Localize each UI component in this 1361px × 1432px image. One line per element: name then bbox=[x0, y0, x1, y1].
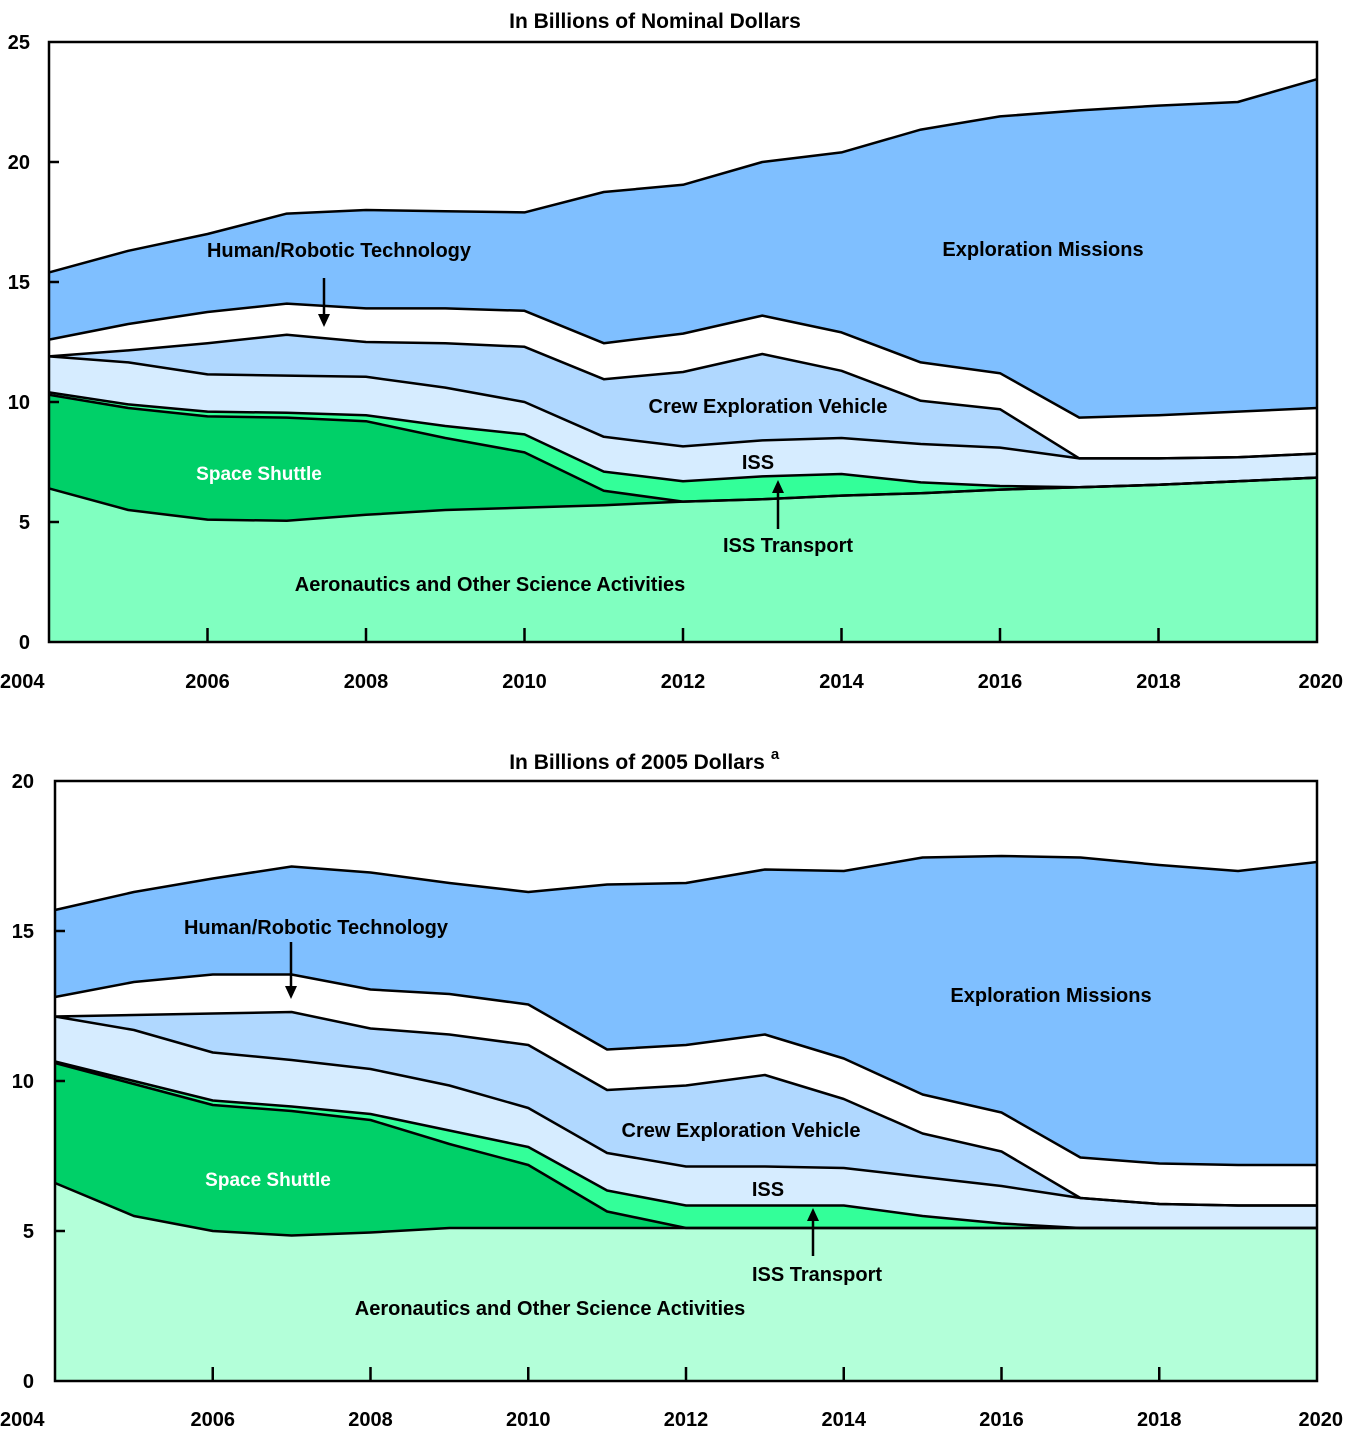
nominal-x-tick-label: 2016 bbox=[978, 671, 1023, 693]
nominal-label-shuttle: Space Shuttle bbox=[196, 464, 322, 485]
real-label-exploration: Exploration Missions bbox=[950, 985, 1151, 1007]
nominal-area-crew-exploration-vehicle bbox=[49, 334, 1317, 459]
nominal-y-tick-label: 10 bbox=[8, 392, 30, 414]
nominal-label-iss-transport: ISS Transport bbox=[723, 535, 853, 557]
real-x-axis: 2004 2006 2008 2010 2012 2014 2016 2018 2020 bbox=[0, 1367, 1343, 1431]
real-y-axis: 0 5 10 15 20 bbox=[12, 771, 65, 1393]
nominal-label-aeronautics: Aeronautics and Other Science Activities bbox=[295, 574, 686, 596]
nominal-x-tick-label: 2008 bbox=[344, 671, 389, 693]
real-area-crew-exploration-vehicle bbox=[55, 1012, 1317, 1206]
nominal-area-iss bbox=[49, 356, 1317, 488]
real-label-iss-transport: ISS Transport bbox=[752, 1264, 882, 1286]
real-arrow-human-robotic bbox=[285, 942, 297, 999]
nominal-boundary-iss-transport bbox=[48, 391, 1318, 489]
real-label-cev: Crew Exploration Vehicle bbox=[622, 1120, 861, 1142]
real-boundary-exploration-missions bbox=[54, 854, 1318, 912]
real-x-tick-label: 2014 bbox=[822, 1409, 867, 1431]
nominal-y-tick-label: 0 bbox=[19, 632, 30, 654]
nominal-x-tick-label: 2012 bbox=[661, 671, 706, 693]
real-chart-title: In Billions of 2005 Dollars bbox=[509, 751, 765, 774]
real-label-human-robotic: Human/Robotic Technology bbox=[184, 917, 449, 939]
nominal-x-tick-label: 2010 bbox=[502, 671, 547, 693]
nominal-label-exploration: Exploration Missions bbox=[942, 239, 1143, 261]
nominal-area-exploration-missions bbox=[49, 79, 1317, 418]
nominal-y-axis: 0 5 10 15 20 25 bbox=[8, 32, 59, 654]
real-y-tick-label: 20 bbox=[12, 771, 34, 793]
real-area-human-robotic-technology bbox=[55, 974, 1317, 1206]
real-arrow-iss-transport bbox=[807, 1208, 819, 1256]
real-x-tick-label: 2016 bbox=[979, 1409, 1024, 1431]
nominal-y-tick-label: 5 bbox=[19, 512, 30, 534]
nominal-area-space-shuttle bbox=[49, 394, 1317, 521]
nominal-boundary-exploration-missions bbox=[48, 77, 1318, 274]
real-x-tick-label: 2006 bbox=[191, 1409, 236, 1431]
nominal-y-tick-label: 15 bbox=[8, 272, 30, 294]
real-boundary-crew-exploration-vehicle bbox=[54, 1010, 1317, 1207]
real-boundary-lines bbox=[54, 854, 1318, 1237]
nominal-x-tick-label: 2006 bbox=[185, 671, 230, 693]
nominal-label-iss: ISS bbox=[742, 452, 774, 474]
real-x-tick-label: 2008 bbox=[348, 1409, 393, 1431]
nominal-label-human-robotic: Human/Robotic Technology bbox=[207, 240, 472, 262]
nominal-x-axis: 2004 2006 2008 2010 2012 2014 2016 2018 2020 bbox=[0, 628, 1343, 693]
nominal-x-tick-label: 2018 bbox=[1136, 671, 1181, 693]
nominal-boundary-crew-exploration-vehicle bbox=[48, 333, 1318, 460]
real-x-tick-label: 2012 bbox=[664, 1409, 709, 1431]
nominal-area-iss-transport bbox=[49, 392, 1317, 502]
nominal-label-cev: Crew Exploration Vehicle bbox=[649, 396, 888, 418]
real-x-tick-label: 2020 bbox=[1299, 1409, 1344, 1431]
nominal-y-tick-label: 20 bbox=[8, 152, 30, 174]
nominal-arrow-human-robotic bbox=[318, 278, 330, 327]
real-label-iss: ISS bbox=[752, 1179, 784, 1201]
nominal-area-layers bbox=[49, 79, 1317, 642]
real-2005-dollars-chart: 0 5 10 15 20 2004 2006 2008 2010 2012 2014 2016 201… bbox=[0, 746, 1343, 1431]
nominal-x-tick-label: 2020 bbox=[1299, 671, 1344, 693]
real-x-tick-label: 2018 bbox=[1137, 1409, 1182, 1431]
real-boundary-human-robotic-technology bbox=[54, 973, 1317, 1167]
nominal-boundary-lines bbox=[48, 77, 1318, 523]
real-boundary-iss-transport bbox=[54, 1060, 1317, 1230]
nominal-x-tick-label: 2014 bbox=[819, 671, 864, 693]
nominal-x-tick-label: 2004 bbox=[0, 671, 45, 693]
real-y-tick-label: 10 bbox=[12, 1071, 34, 1093]
nominal-boundary-human-robotic-technology bbox=[48, 302, 1318, 419]
real-chart-title-superscript: a bbox=[771, 746, 780, 763]
real-y-tick-label: 5 bbox=[23, 1221, 34, 1243]
real-area-space-shuttle bbox=[55, 1063, 1317, 1236]
nominal-area-aeronautics-and-other-science-activities bbox=[49, 477, 1317, 642]
nominal-y-tick-label: 25 bbox=[8, 32, 30, 54]
nominal-chart-title: In Billions of Nominal Dollars bbox=[509, 10, 801, 33]
real-x-tick-label: 2004 bbox=[0, 1409, 45, 1431]
real-label-aeronautics: Aeronautics and Other Science Activities bbox=[355, 1298, 746, 1320]
real-area-exploration-missions bbox=[55, 856, 1317, 1165]
real-y-tick-label: 15 bbox=[12, 921, 34, 943]
real-x-tick-label: 2010 bbox=[506, 1409, 551, 1431]
nominal-arrow-iss-transport bbox=[772, 480, 784, 529]
real-label-shuttle: Space Shuttle bbox=[205, 1170, 331, 1191]
real-y-tick-label: 0 bbox=[23, 1371, 34, 1393]
